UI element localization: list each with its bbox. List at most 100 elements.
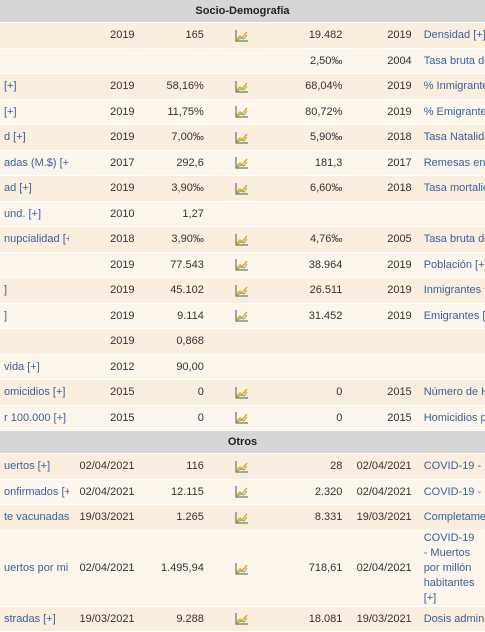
- chart-trend-icon[interactable]: [235, 258, 249, 271]
- left-indicator-link[interactable]: [+]: [0, 99, 70, 125]
- right-date: 2004: [346, 48, 416, 74]
- chart-trend-icon[interactable]: [235, 485, 249, 498]
- section-title: Otros: [0, 430, 485, 454]
- right-value: 0: [277, 379, 347, 406]
- right-indicator-link[interactable]: Densidad [+]: [415, 22, 485, 49]
- chart-trend-icon[interactable]: [235, 182, 249, 195]
- chart-cell: [207, 379, 278, 406]
- right-indicator-link[interactable]: Tasa mortalidad [+]: [415, 175, 485, 202]
- right-value: 181,3: [277, 150, 347, 176]
- chart-cell: [207, 252, 278, 278]
- right-date: 2019: [346, 252, 416, 278]
- table-row: adas (M.$) [+] 2017 292,6 181,3 2017 Remesas …: [0, 150, 485, 176]
- left-indicator-link[interactable]: stradas [+]: [0, 606, 70, 632]
- left-indicator-link[interactable]: ad [+]: [0, 175, 70, 202]
- right-indicator-link[interactable]: Remesas enviadas (M.$) [+]: [415, 150, 485, 176]
- left-value: 1.265: [138, 504, 208, 531]
- left-indicator-link[interactable]: [+]: [0, 73, 70, 100]
- table-row: stradas [+] 19/03/2021 9.288 18.081 19/03/20…: [0, 606, 485, 632]
- right-value: 6,60‰: [277, 175, 347, 202]
- left-date: 2019: [69, 328, 139, 355]
- chart-trend-icon[interactable]: [235, 105, 249, 118]
- right-indicator-link[interactable]: COVID-19 - Confirmados [+]: [415, 479, 485, 505]
- left-indicator-link[interactable]: d [+]: [0, 124, 70, 151]
- chart-trend-icon[interactable]: [235, 233, 249, 246]
- chart-trend-icon[interactable]: [235, 511, 249, 524]
- right-indicator-link[interactable]: COVID-19 - Muertos por millón habitantes…: [415, 530, 485, 607]
- left-value: 165: [138, 22, 208, 49]
- right-indicator-link[interactable]: Inmigrantes [+]: [415, 277, 485, 304]
- left-date: 02/04/2021: [69, 453, 139, 480]
- right-indicator-link[interactable]: Homicidios por 100.000 [+]: [415, 405, 485, 431]
- table-row: uertos por millón02/04/20211.495,94718,6…: [0, 530, 485, 607]
- chart-cell: [207, 453, 278, 480]
- chart-trend-icon[interactable]: [235, 309, 249, 322]
- right-date: [346, 328, 416, 355]
- left-indicator-link[interactable]: ]: [0, 277, 70, 304]
- right-value: 19.482: [277, 22, 347, 49]
- left-date: 2015: [69, 379, 139, 406]
- left-indicator-link[interactable]: nupcialidad [+]: [0, 226, 70, 253]
- right-indicator-link[interactable]: Tasa bruta de divorcios [+]: [415, 48, 485, 74]
- left-date: 2015: [69, 405, 139, 431]
- table-row: und. [+] 2010 1,27: [0, 201, 485, 227]
- left-indicator-link[interactable]: adas (M.$) [+]: [0, 150, 70, 176]
- left-date: 2019: [69, 303, 139, 329]
- right-indicator-link[interactable]: Tasa bruta de nupcialidad [+]: [415, 226, 485, 253]
- left-value: 45.102: [138, 277, 208, 304]
- left-indicator-link[interactable]: uertos por millón: [0, 530, 70, 607]
- chart-trend-icon[interactable]: [235, 29, 249, 42]
- left-indicator-link[interactable]: ]: [0, 303, 70, 329]
- table-row: vida [+] 2012 90,00: [0, 354, 485, 380]
- chart-trend-icon[interactable]: [235, 284, 249, 297]
- left-value: 58,16%: [138, 73, 208, 100]
- left-indicator-link[interactable]: r 100.000 [+]: [0, 405, 70, 431]
- right-value: 718,61: [277, 530, 347, 607]
- chart-trend-icon[interactable]: [235, 562, 249, 575]
- left-date: 19/03/2021: [69, 606, 139, 632]
- chart-trend-icon[interactable]: [235, 80, 249, 93]
- left-indicator-link: [0, 48, 70, 74]
- right-indicator-link[interactable]: Número de Homicidios [+]: [415, 379, 485, 406]
- right-value: [277, 328, 347, 355]
- chart-cell: [207, 48, 278, 74]
- chart-trend-icon[interactable]: [235, 131, 249, 144]
- table-row: te vacunadas [+]19/03/20211.2658.33119/0…: [0, 504, 485, 531]
- right-indicator-link[interactable]: COVID-19 - Muertos [+]: [415, 453, 485, 480]
- left-date: 02/04/2021: [69, 479, 139, 505]
- left-value: 90,00: [138, 354, 208, 380]
- right-indicator-link[interactable]: Población [+]: [415, 252, 485, 278]
- right-indicator-link[interactable]: Dosis administradas [+]: [415, 606, 485, 632]
- chart-trend-icon[interactable]: [235, 460, 249, 473]
- chart-trend-icon[interactable]: [235, 156, 249, 169]
- chart-cell: [207, 201, 278, 227]
- left-date: 2019: [69, 175, 139, 202]
- left-indicator-link[interactable]: te vacunadas [+]: [0, 504, 70, 531]
- right-value: 8.331: [277, 504, 347, 531]
- right-indicator-link[interactable]: Emigrantes [+]: [415, 303, 485, 329]
- right-indicator-link: [415, 354, 485, 380]
- right-indicator-link[interactable]: % Emigrantes [+]: [415, 99, 485, 125]
- left-value: 3,90‰: [138, 175, 208, 202]
- left-value: 12.115: [138, 479, 208, 505]
- right-date: [346, 201, 416, 227]
- left-indicator-link[interactable]: vida [+]: [0, 354, 70, 380]
- chart-trend-icon[interactable]: [235, 386, 249, 399]
- left-value: 77.543: [138, 252, 208, 278]
- left-indicator-link[interactable]: und. [+]: [0, 201, 70, 227]
- chart-cell: [207, 99, 278, 125]
- left-indicator-link[interactable]: onfirmados [+]: [0, 479, 70, 505]
- chart-trend-icon[interactable]: [235, 612, 249, 625]
- left-indicator-link[interactable]: omicidios [+]: [0, 379, 70, 406]
- right-value: 4,76‰: [277, 226, 347, 253]
- right-indicator-link[interactable]: Completamente vacunadas [+]: [415, 504, 485, 531]
- left-indicator-link[interactable]: uertos [+]: [0, 453, 70, 480]
- chart-cell: [207, 354, 278, 380]
- chart-trend-icon[interactable]: [235, 411, 249, 424]
- right-indicator-link[interactable]: % Inmigrantes [+]: [415, 73, 485, 100]
- left-value: 0: [138, 379, 208, 406]
